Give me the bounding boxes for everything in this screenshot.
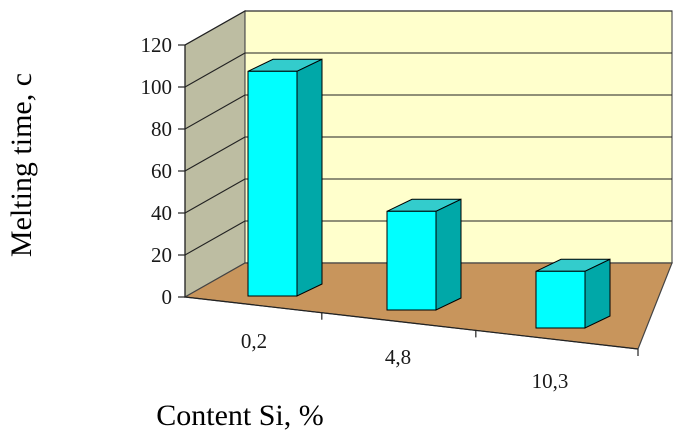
y-axis-label: Melting time, c [5, 73, 38, 257]
x-tick-label: 10,3 [532, 369, 569, 393]
bar-side [435, 198, 462, 311]
bars [247, 58, 611, 329]
y-tick-labels: 0 20 40 60 80 100 120 [141, 33, 173, 309]
bar [247, 58, 323, 297]
bar-side [584, 258, 611, 329]
gridline [184, 178, 246, 214]
bar [535, 258, 611, 329]
x-tick-label: 4,8 [385, 345, 411, 369]
bar [386, 198, 462, 311]
y-tick-label: 60 [151, 159, 172, 183]
y-tick-label: 80 [151, 117, 172, 141]
y-tick-label: 120 [141, 33, 173, 57]
axes [178, 44, 639, 356]
bar-side [296, 58, 323, 297]
y-tick-label: 100 [141, 75, 173, 99]
gridline [184, 94, 246, 130]
y-tick-label: 0 [162, 285, 173, 309]
x-axis-label: Content Si, % [156, 399, 324, 432]
x-axis-line [184, 296, 639, 350]
x-tick-labels: 0,2 4,8 10,3 [241, 329, 569, 393]
y-tick-label: 20 [151, 243, 172, 267]
gridline [184, 52, 246, 88]
bar-front [386, 210, 437, 311]
y-tick-label: 40 [151, 201, 172, 225]
bar-front [247, 70, 298, 297]
bar-front [535, 270, 586, 329]
x-tick-label: 0,2 [241, 329, 267, 353]
gridline [184, 10, 246, 46]
gridline [184, 136, 246, 172]
gridline [184, 220, 246, 256]
